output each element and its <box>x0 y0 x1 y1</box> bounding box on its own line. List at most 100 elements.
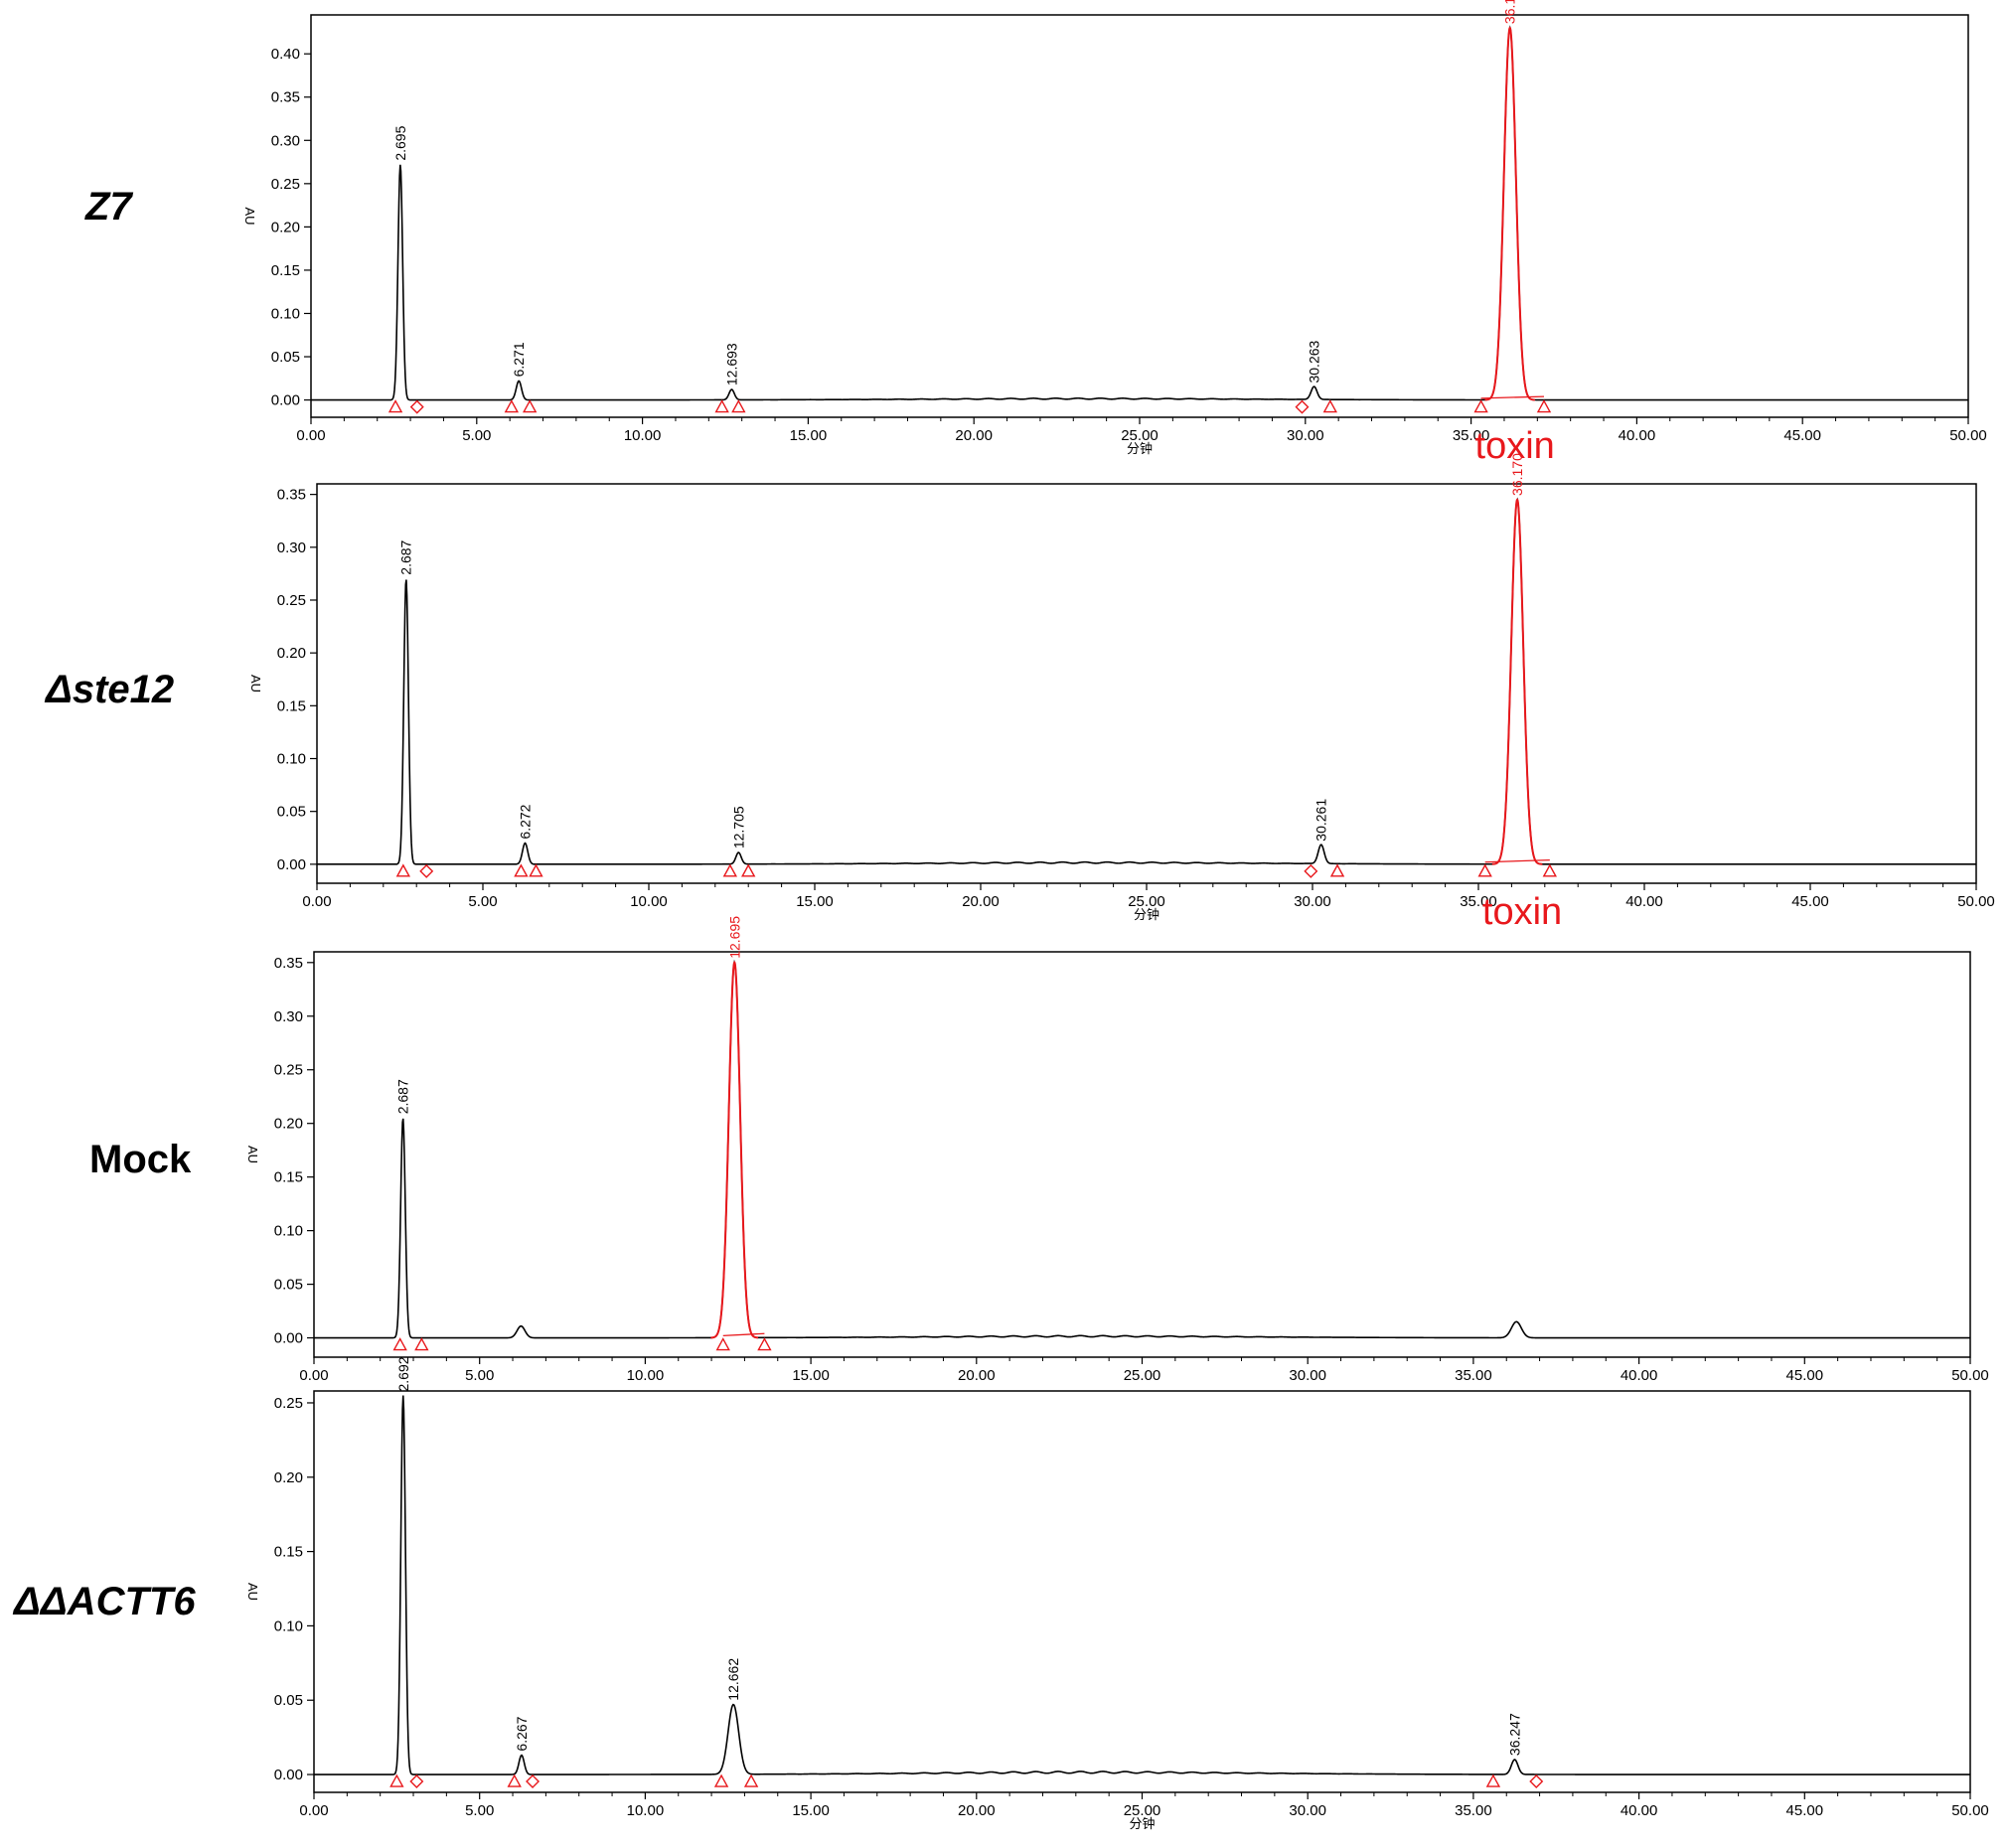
integration-marker <box>1536 399 1552 413</box>
y-tick-label: 0.20 <box>271 219 300 235</box>
x-tick-label: 0.00 <box>296 427 325 444</box>
integration-marker <box>1529 1774 1544 1789</box>
x-tick-label: 40.00 <box>1621 1367 1658 1384</box>
integration-marker <box>409 1774 424 1789</box>
integration-marker <box>1477 863 1492 877</box>
y-tick-label: 0.25 <box>274 1395 303 1412</box>
integration-marker <box>419 863 434 878</box>
x-tick-label: 45.00 <box>1783 427 1821 444</box>
x-tick-label: 15.00 <box>796 893 834 910</box>
plot-frame <box>313 951 1971 1358</box>
y-tick-label: 0.20 <box>274 1116 303 1133</box>
y-tick-label: 0.15 <box>274 1544 303 1561</box>
integration-marker <box>1473 399 1488 413</box>
chromatogram-trace <box>311 25 1968 401</box>
x-axis-label: 分钟 <box>1129 1816 1155 1831</box>
x-tick-label: 40.00 <box>1619 427 1656 444</box>
x-tick-label: 30.00 <box>1294 893 1331 910</box>
sample-label-mock: Mock <box>89 1138 192 1181</box>
peak-retention-label: 6.267 <box>514 1716 530 1751</box>
x-tick-label: 25.00 <box>1124 1367 1161 1384</box>
peak-retention-label: 36.172 <box>1502 0 1518 24</box>
y-tick-label: 0.20 <box>277 645 306 662</box>
integration-marker <box>1485 1773 1501 1787</box>
integration-marker <box>731 399 746 413</box>
y-tick-label: 0.00 <box>271 392 300 409</box>
y-axis-label: AU <box>245 1583 260 1601</box>
x-tick-label: 40.00 <box>1625 893 1663 910</box>
x-tick-label: 10.00 <box>624 427 662 444</box>
y-tick-label: 0.15 <box>274 1169 303 1186</box>
y-tick-label: 0.10 <box>274 1223 303 1240</box>
x-tick-label: 5.00 <box>468 893 497 910</box>
y-tick-label: 0.35 <box>277 487 306 504</box>
toxin-annotation: toxin <box>1475 425 1555 467</box>
y-tick-label: 0.30 <box>271 132 300 149</box>
chart-panel-4: 0.00 0.05 0.10 0.15 0.20 0.25 0.00 5.00 10.00 15.… <box>245 1356 1989 1831</box>
y-tick-label: 0.35 <box>271 89 300 106</box>
y-tick-label: 0.35 <box>274 955 303 972</box>
x-tick-label: 0.00 <box>299 1367 328 1384</box>
y-tick-label: 0.00 <box>277 856 306 873</box>
peak-retention-label: 2.692 <box>395 1356 411 1391</box>
peak-retention-label: 30.263 <box>1307 340 1322 383</box>
peak-retention-label: 36.247 <box>1506 1713 1522 1756</box>
x-tick-label: 20.00 <box>958 1802 996 1819</box>
integration-marker <box>1322 399 1337 413</box>
peak-retention-label: 30.261 <box>1313 799 1329 842</box>
plot-frame <box>310 14 1969 418</box>
toxin-annotation: toxin <box>1482 891 1562 933</box>
integration-marker <box>387 399 403 413</box>
y-tick-label: 0.05 <box>274 1692 303 1709</box>
x-tick-label: 45.00 <box>1786 1802 1824 1819</box>
peak-retention-label: 2.695 <box>392 125 408 160</box>
chart-panel-2: 0.00 0.05 0.10 0.15 0.20 0.25 0.30 0.35 0.00 5.00… <box>248 453 1995 933</box>
x-tick-label: 50.00 <box>1951 1802 1989 1819</box>
integration-marker <box>514 863 529 877</box>
y-axis-label: AU <box>242 207 257 225</box>
plot-frame <box>316 483 1977 884</box>
integration-marker <box>526 1774 541 1789</box>
highlighted-peak <box>710 961 759 1339</box>
y-axis-label: AU <box>248 675 263 693</box>
x-tick-label: 10.00 <box>630 893 668 910</box>
integration-marker <box>529 863 543 877</box>
integration-baseline <box>722 1332 765 1337</box>
x-tick-label: 45.00 <box>1791 893 1829 910</box>
x-tick-label: 5.00 <box>462 427 491 444</box>
peak-retention-label: 6.272 <box>517 804 533 839</box>
integration-marker <box>389 1773 404 1787</box>
integration-marker <box>1329 863 1345 877</box>
x-axis-label: 分钟 <box>1134 907 1159 922</box>
x-tick-label: 20.00 <box>955 427 993 444</box>
integration-baseline <box>1484 858 1550 863</box>
x-tick-label: 35.00 <box>1453 427 1490 444</box>
chromatogram-trace <box>314 959 1970 1339</box>
integration-marker <box>722 863 738 877</box>
peak-retention-label: 12.695 <box>726 916 742 959</box>
y-axis-label: AU <box>245 1146 260 1163</box>
peak-retention-label: 36.170 <box>1509 453 1525 496</box>
y-tick-label: 0.10 <box>271 305 300 322</box>
y-tick-label: 0.25 <box>274 1062 303 1079</box>
x-tick-label: 30.00 <box>1289 1367 1326 1384</box>
x-tick-label: 35.00 <box>1455 1802 1492 1819</box>
x-axis-label: 分钟 <box>1127 441 1153 456</box>
peak-retention-label: 2.687 <box>395 1079 411 1114</box>
integration-marker <box>522 399 538 413</box>
plot-frame <box>313 1390 1971 1793</box>
highlighted-peak <box>1484 26 1535 401</box>
y-tick-label: 0.05 <box>271 349 300 366</box>
x-tick-label: 10.00 <box>627 1802 665 1819</box>
integration-marker <box>395 863 411 877</box>
integration-marker <box>1295 399 1310 414</box>
x-tick-label: 35.00 <box>1460 893 1497 910</box>
y-tick-label: 0.25 <box>271 176 300 193</box>
y-tick-label: 0.30 <box>277 539 306 556</box>
y-tick-label: 0.10 <box>277 751 306 768</box>
x-tick-label: 50.00 <box>1957 893 1995 910</box>
x-tick-label: 35.00 <box>1455 1367 1492 1384</box>
y-tick-label: 0.40 <box>271 46 300 63</box>
x-tick-label: 50.00 <box>1951 1367 1989 1384</box>
